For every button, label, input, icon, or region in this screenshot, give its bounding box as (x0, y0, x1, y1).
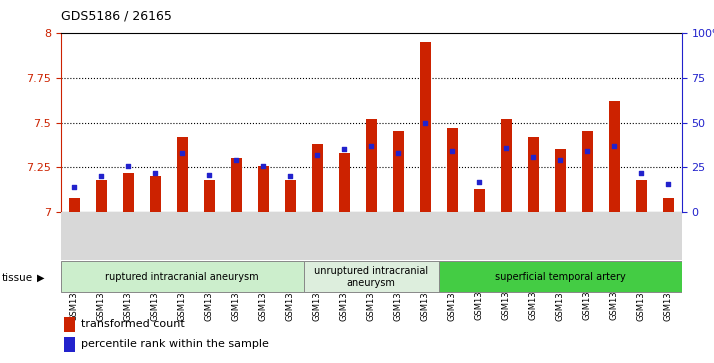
Point (663, 181, 674, 187)
Point (635, 170, 647, 176)
Bar (339, 153, 350, 212)
Point (528, 154, 539, 160)
Bar (312, 144, 323, 212)
Point (231, 157, 242, 163)
Point (69, 184, 80, 190)
Point (285, 174, 296, 179)
FancyBboxPatch shape (439, 261, 682, 292)
Text: ▶: ▶ (37, 273, 45, 283)
FancyBboxPatch shape (61, 261, 303, 292)
Bar (447, 128, 458, 212)
Text: ruptured intracranial aneurysm: ruptured intracranial aneurysm (106, 272, 259, 282)
Bar (393, 131, 403, 212)
Text: unruptured intracranial
aneurysm: unruptured intracranial aneurysm (314, 266, 428, 287)
Point (149, 170, 161, 176)
Point (258, 163, 269, 168)
Bar (69, 198, 79, 212)
Bar (231, 159, 241, 212)
Point (420, 120, 431, 126)
Bar (555, 150, 565, 212)
Bar (96, 180, 106, 212)
Bar (528, 137, 539, 212)
Point (582, 148, 593, 154)
FancyBboxPatch shape (303, 261, 439, 292)
Point (473, 179, 485, 185)
Point (203, 172, 215, 178)
Bar (501, 119, 512, 212)
Bar (366, 119, 377, 212)
Text: GDS5186 / 26165: GDS5186 / 26165 (61, 9, 171, 22)
Bar (636, 180, 647, 212)
Bar (203, 180, 215, 212)
Point (366, 143, 377, 149)
Point (555, 157, 566, 163)
Text: transformed count: transformed count (81, 319, 184, 329)
Text: superficial temporal artery: superficial temporal artery (495, 272, 625, 282)
Bar (285, 180, 296, 212)
Bar (582, 131, 593, 212)
Bar (474, 189, 485, 212)
Point (96, 174, 107, 179)
Bar (609, 101, 620, 212)
Bar (150, 176, 161, 212)
Point (393, 150, 404, 156)
Point (123, 163, 134, 168)
Point (311, 152, 323, 158)
Point (446, 148, 458, 154)
Point (501, 145, 512, 151)
Bar (123, 173, 134, 212)
Text: percentile rank within the sample: percentile rank within the sample (81, 339, 268, 350)
Point (176, 150, 188, 156)
Bar (663, 198, 674, 212)
Bar (420, 42, 431, 212)
Text: tissue: tissue (2, 273, 34, 283)
Bar (258, 166, 268, 212)
Point (338, 147, 350, 152)
Bar (177, 137, 188, 212)
Point (608, 143, 620, 149)
Bar (64, 317, 75, 332)
Bar (64, 337, 75, 352)
